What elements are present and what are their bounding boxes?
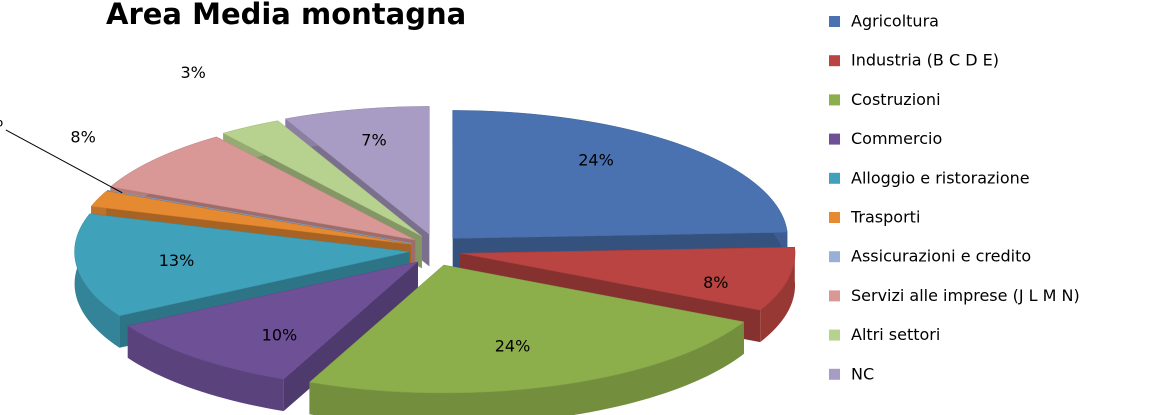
- legend-label: Commercio: [851, 129, 942, 148]
- data-label: 24%: [495, 337, 531, 356]
- slice: [106, 189, 412, 244]
- slice-tops: [74, 106, 796, 394]
- legend-swatch: [829, 133, 840, 145]
- legend-swatch: [829, 251, 840, 263]
- legend-swatch: [829, 94, 840, 106]
- slice: [222, 120, 423, 237]
- leader-line: [5, 129, 123, 194]
- legend-swatch: [829, 172, 840, 184]
- data-label: 7%: [361, 130, 386, 149]
- legend-label: Trasporti: [850, 208, 920, 227]
- legend-label: NC: [851, 364, 874, 383]
- legend-swatch: [829, 212, 840, 223]
- slice: [90, 190, 412, 245]
- slice: [74, 213, 410, 317]
- legend-swatch: [829, 368, 840, 380]
- slice: [308, 264, 745, 394]
- slice: [460, 246, 796, 311]
- data-label: 24%: [578, 150, 614, 169]
- slice: [284, 106, 430, 235]
- slice: [452, 110, 788, 239]
- data-label: 8%: [703, 273, 728, 292]
- legend-label: Altri settori: [851, 325, 940, 344]
- legend-swatch: [829, 55, 840, 67]
- legend-label: Costruzioni: [851, 90, 941, 109]
- legend-label: Industria (B C D E): [851, 51, 999, 70]
- legend-label: Alloggio e ristorazione: [851, 168, 1030, 187]
- legend-swatch: [829, 16, 840, 27]
- data-label: 8%: [70, 128, 95, 147]
- slice-side: [309, 321, 744, 415]
- legend-label: Agricoltura: [851, 12, 939, 31]
- data-label: 13%: [159, 251, 195, 270]
- data-label: 10%: [262, 326, 298, 345]
- slice: [127, 261, 419, 380]
- data-label: 0%: [0, 111, 4, 130]
- legend-swatch: [829, 329, 840, 341]
- slice-side: [760, 247, 796, 343]
- slice-labels: 24%8%24%10%13%2%0%8%3%7%: [0, 63, 729, 356]
- legend-label: Assicurazioni e credito: [851, 247, 1031, 266]
- legend-label: Servizi alle imprese (J L M N): [851, 286, 1080, 305]
- slice-side: [127, 325, 284, 412]
- chart-title: Area Media montagna: [106, 0, 466, 31]
- legend-swatch: [829, 290, 840, 302]
- data-label: 3%: [180, 63, 205, 82]
- slice: [109, 136, 416, 241]
